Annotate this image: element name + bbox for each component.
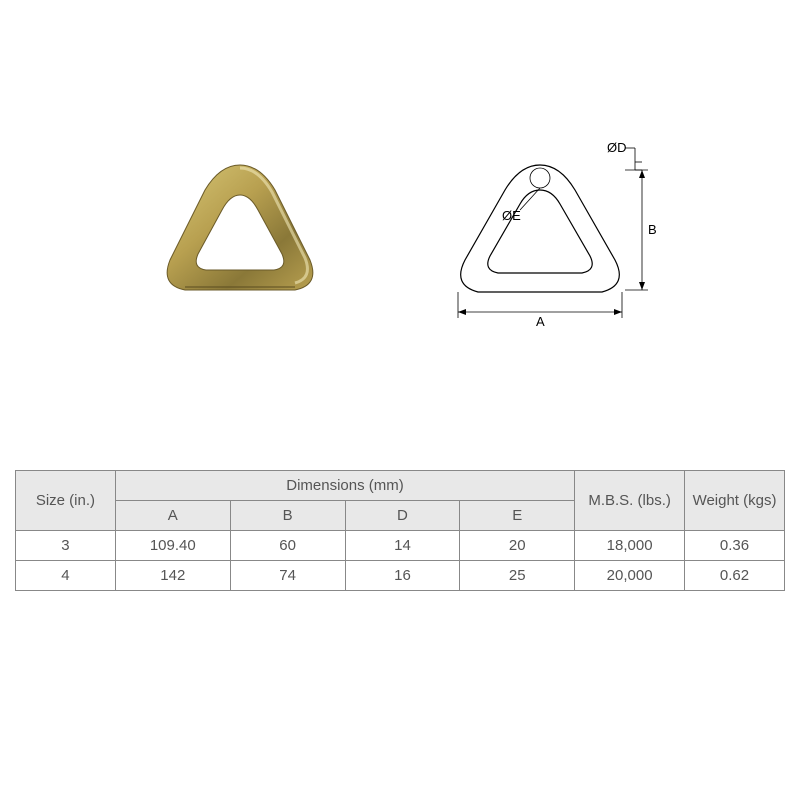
col-dimensions: Dimensions (mm): [115, 471, 574, 501]
figure-area: ØD ØE A B: [0, 80, 800, 380]
table-row: 3 109.40 60 14 20 18,000 0.36: [16, 531, 785, 561]
cell-d: 16: [345, 561, 460, 591]
cell-d: 14: [345, 531, 460, 561]
cell-e: 20: [460, 531, 575, 561]
col-b: B: [230, 501, 345, 531]
cell-a: 142: [115, 561, 230, 591]
col-e: E: [460, 501, 575, 531]
dim-b-label: B: [648, 222, 657, 237]
cell-size: 3: [16, 531, 116, 561]
cell-b: 74: [230, 561, 345, 591]
cell-a: 109.40: [115, 531, 230, 561]
cell-e: 25: [460, 561, 575, 591]
dim-d-label: ØD: [607, 140, 627, 155]
table-header-row-1: Size (in.) Dimensions (mm) M.B.S. (lbs.)…: [16, 471, 785, 501]
col-weight: Weight (kgs): [685, 471, 785, 531]
cell-weight: 0.62: [685, 561, 785, 591]
technical-drawing: ØD ØE A B: [430, 140, 650, 320]
col-d: D: [345, 501, 460, 531]
dim-e-label: ØE: [502, 208, 521, 223]
col-a: A: [115, 501, 230, 531]
col-mbs: M.B.S. (lbs.): [575, 471, 685, 531]
cell-mbs: 20,000: [575, 561, 685, 591]
table-row: 4 142 74 16 25 20,000 0.62: [16, 561, 785, 591]
cell-b: 60: [230, 531, 345, 561]
col-size: Size (in.): [16, 471, 116, 531]
product-photo: [150, 150, 330, 310]
dim-a-label: A: [536, 314, 545, 329]
cell-mbs: 18,000: [575, 531, 685, 561]
spec-table: Size (in.) Dimensions (mm) M.B.S. (lbs.)…: [15, 470, 785, 591]
cell-size: 4: [16, 561, 116, 591]
cell-weight: 0.36: [685, 531, 785, 561]
